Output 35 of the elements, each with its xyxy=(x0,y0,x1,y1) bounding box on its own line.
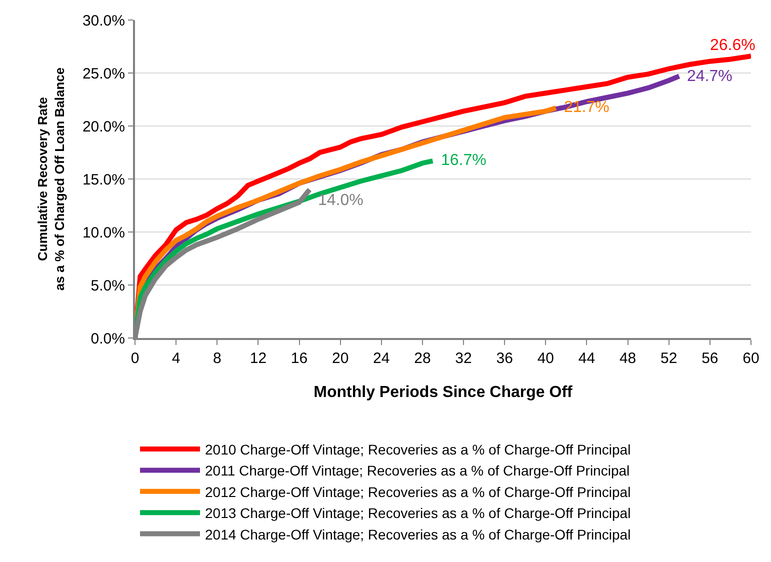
y-tick-label: 15.0% xyxy=(82,171,125,188)
y-tick-label: 0.0% xyxy=(90,330,125,348)
legend-label: 2014 Charge-Off Vintage; Recoveries as a % of Charge-Off Principal xyxy=(205,526,631,542)
x-tick-label: 28 xyxy=(414,350,431,367)
y-tick-label: 25.0% xyxy=(82,65,125,82)
annotation: 16.7% xyxy=(441,152,486,169)
x-tick-label: 60 xyxy=(742,350,760,367)
x-tick-label: 56 xyxy=(702,350,718,367)
x-tick-label: 52 xyxy=(660,350,678,367)
annotation: 26.6% xyxy=(710,37,756,54)
x-tick-label: 32 xyxy=(455,350,472,367)
y-tick-label: 20.0% xyxy=(82,118,125,136)
legend-label: 2013 Charge-Off Vintage; Recoveries as a % of Charge-Off Principal xyxy=(205,505,631,522)
annotation: 24.7% xyxy=(687,68,732,85)
x-tick-label: 48 xyxy=(619,350,636,367)
x-tick-label: 40 xyxy=(537,350,554,367)
x-tick-label: 4 xyxy=(172,350,180,367)
y-tick-label: 5.0% xyxy=(90,277,125,294)
x-tick-label: 20 xyxy=(332,350,349,367)
legend-label: 2010 Charge-Off Vintage; Recoveries as a % of Charge-Off Principal xyxy=(205,441,631,458)
x-tick-label: 12 xyxy=(250,350,267,367)
y-tick-label: 30.0% xyxy=(82,12,125,30)
x-tick-label: 8 xyxy=(212,350,222,367)
annotation: 14.0% xyxy=(318,192,364,209)
legend-label: 2012 Charge-Off Vintage; Recoveries as a % of Charge-Off Principal xyxy=(205,484,631,500)
x-tick-label: 44 xyxy=(578,350,596,367)
legend-label: 2011 Charge-Off Vintage; Recoveries as a % of Charge-Off Principal xyxy=(205,462,630,479)
y-tick-label: 10.0% xyxy=(82,224,125,242)
x-tick-label: 24 xyxy=(373,350,390,367)
y-axis-title: Cumulative Recovery Rate as a % of Charged Off Loan Balance xyxy=(35,67,67,291)
x-tick-label: 36 xyxy=(496,350,513,367)
annotation: 21.7% xyxy=(564,99,610,116)
x-tick-label: 0 xyxy=(130,350,140,367)
x-tick-label: 16 xyxy=(290,350,308,367)
x-axis-title: Monthly Periods Since Charge Off xyxy=(314,384,574,402)
